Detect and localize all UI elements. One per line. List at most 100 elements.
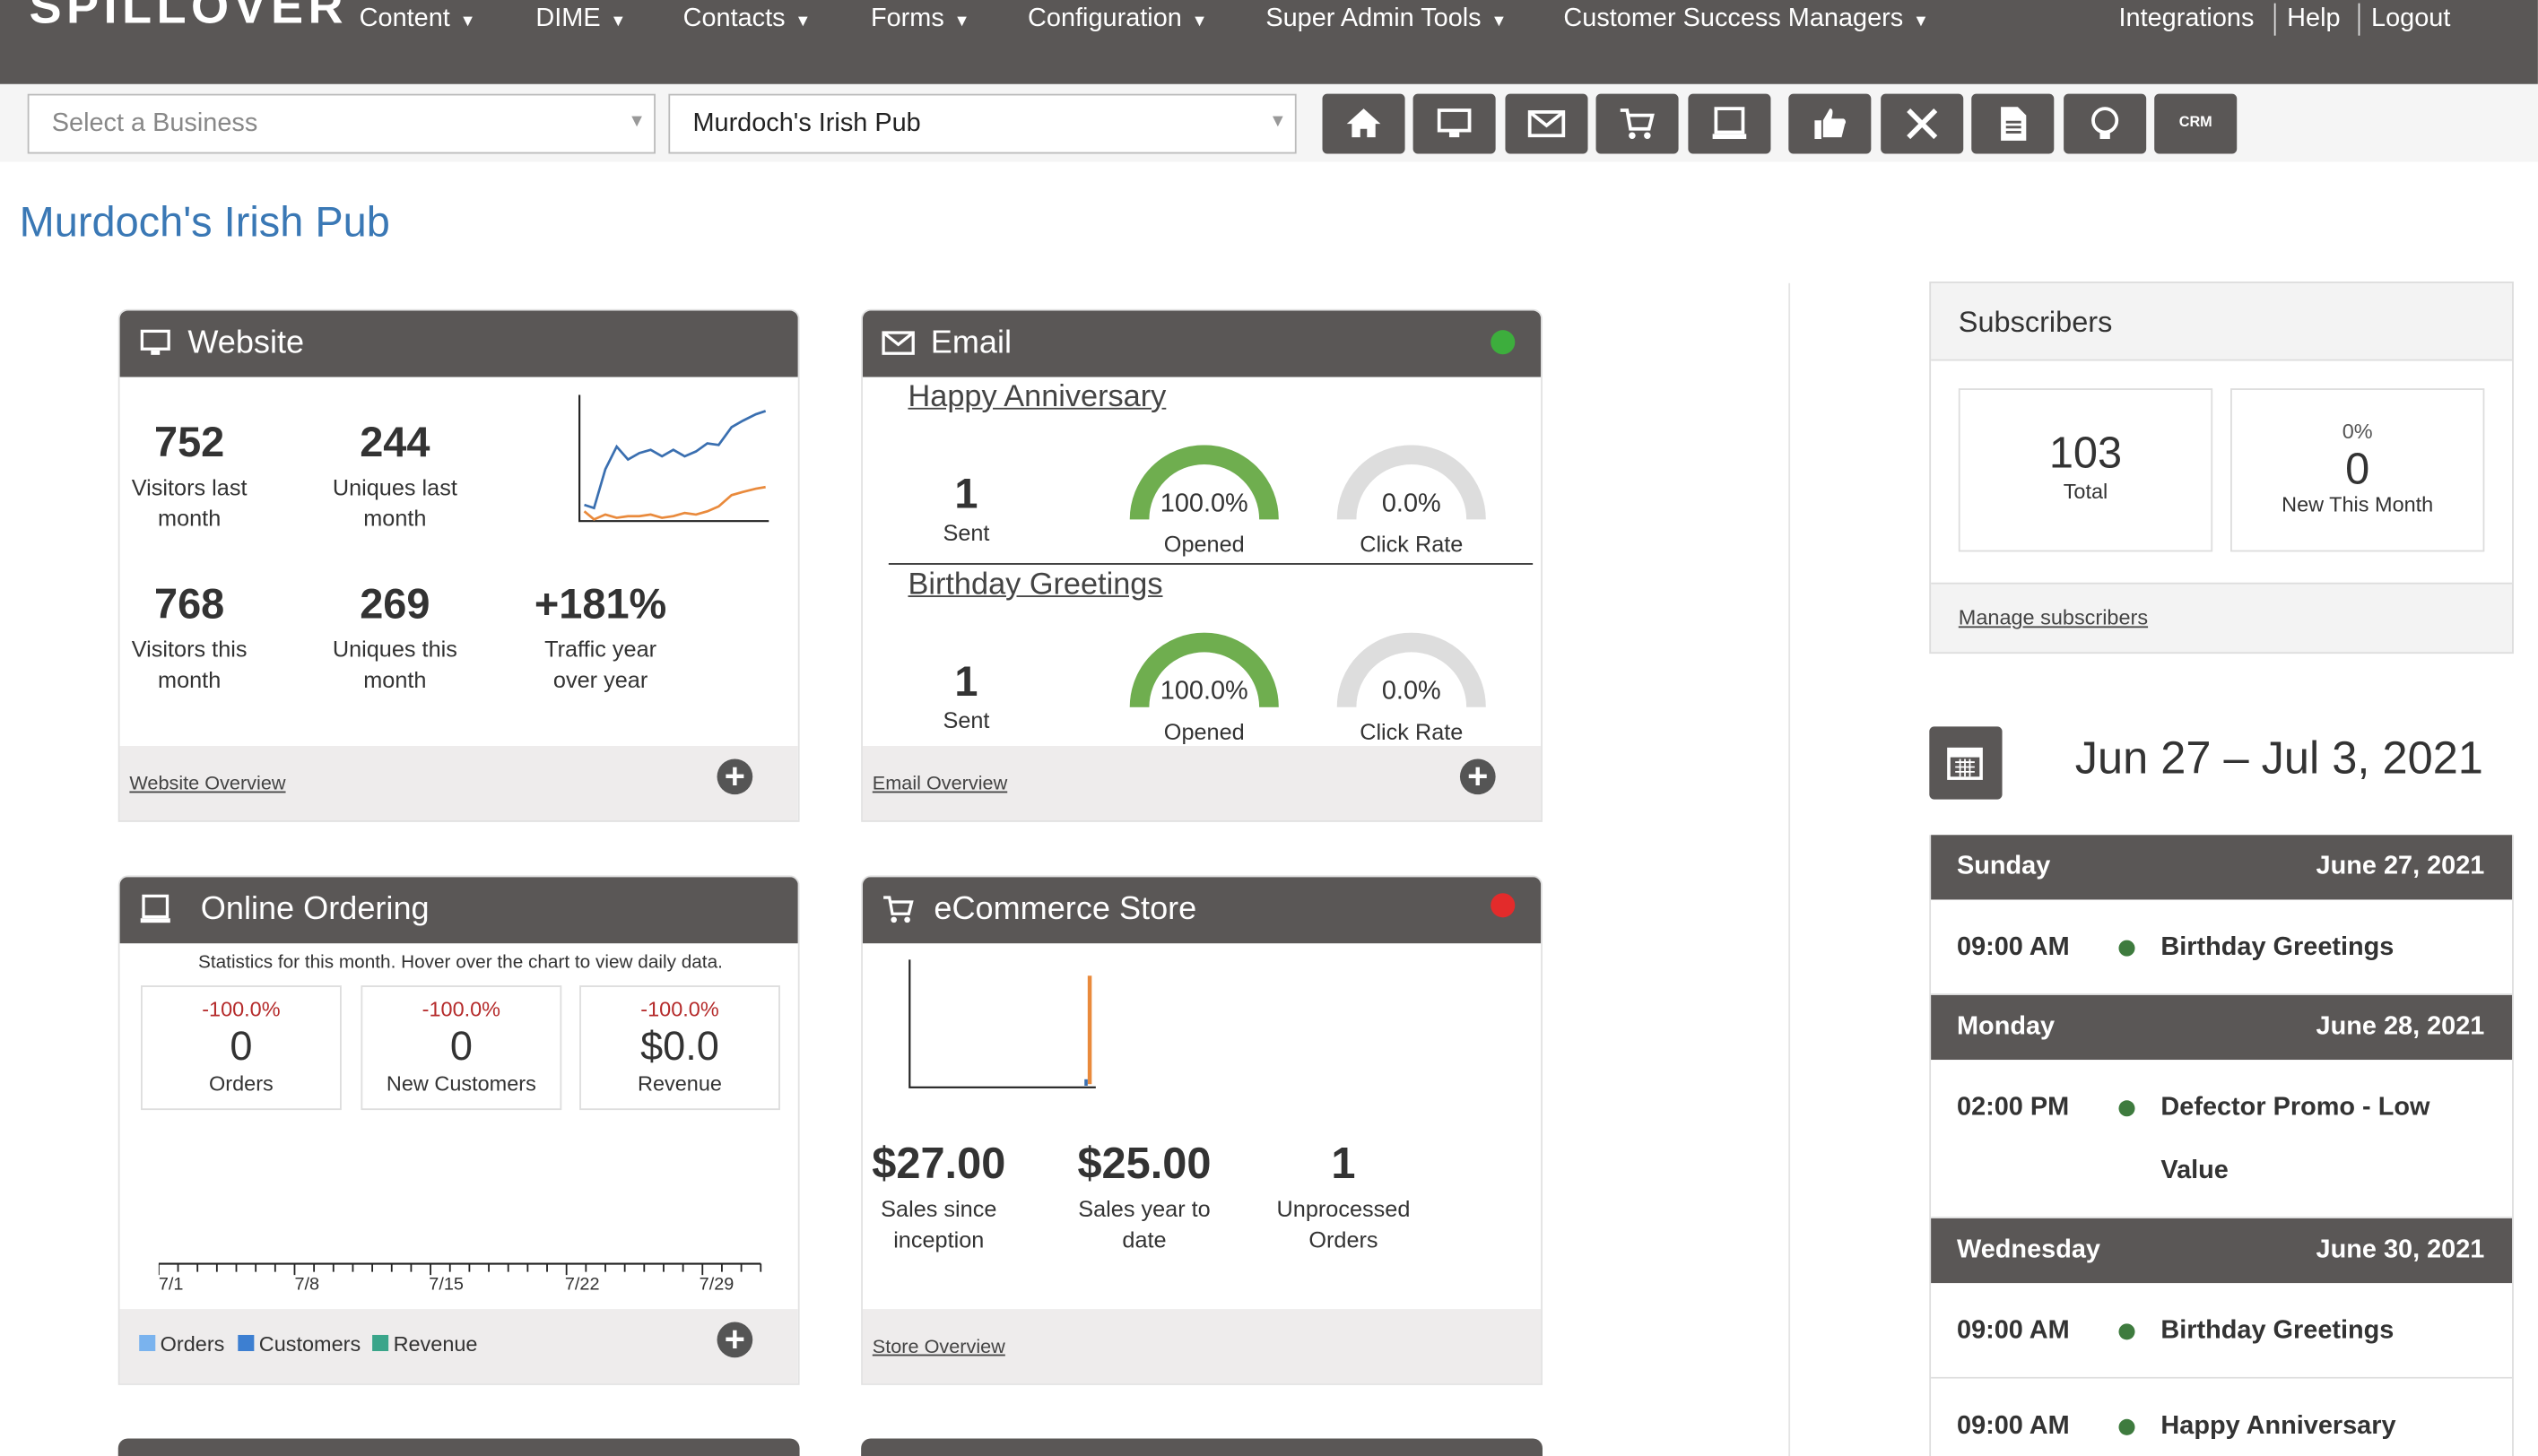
icon	[883, 896, 914, 923]
event-name: Defector Promo - Low Value	[2160, 1094, 2430, 1185]
icon	[1712, 107, 1747, 139]
stat-value: 768	[153, 579, 225, 628]
value: $0.0	[640, 1024, 719, 1070]
event-name: Birthday Greetings	[2160, 1317, 2395, 1345]
menu-item[interactable]: Forms ▼	[871, 4, 970, 33]
menu-item[interactable]: Super Admin Tools ▼	[1265, 4, 1507, 33]
menu-label: Configuration	[1028, 4, 1182, 33]
label: Revenue	[638, 1070, 722, 1096]
icon	[1620, 108, 1655, 139]
event-row[interactable]: 02:00 PM Defector Promo - Low Value	[1931, 1060, 2513, 1219]
menu-item[interactable]: Contacts ▼	[683, 4, 812, 33]
legend-item: Customers	[238, 1331, 361, 1356]
website-panel: Website 752 Visitors last month 244 Uniques …	[117, 308, 800, 822]
day-header: Sunday June 27, 2021	[1931, 835, 2513, 900]
stat-box: 0% 0 New This Month	[2230, 388, 2485, 552]
stat-value: $25.00	[1077, 1139, 1212, 1188]
menu-label: DIME	[535, 4, 601, 33]
legend-item: Revenue	[372, 1331, 478, 1356]
value: 0	[230, 1024, 253, 1070]
stat-box: -100.0% 0 New Customers	[361, 985, 562, 1111]
icon	[2091, 107, 2119, 139]
campaign-name[interactable]: Happy Anniversary	[908, 380, 1167, 415]
day-name: Sunday	[1957, 853, 2051, 880]
page-title: Murdoch's Irish Pub	[19, 197, 390, 247]
total: 103	[2048, 429, 2123, 478]
select[interactable]: Select a Business ▼	[27, 93, 656, 154]
icon	[882, 331, 915, 355]
stat-label: Unprocessed Orders	[1276, 1195, 1411, 1252]
note: Statistics for this month. Hover over th…	[198, 953, 723, 973]
event-row[interactable]: 09:00 AM Birthday Greetings	[1931, 1283, 2513, 1379]
icon	[1527, 110, 1566, 138]
legend-label: Orders	[160, 1331, 225, 1356]
legend-item: Orders	[139, 1331, 224, 1356]
panel-header: Online Ordering	[119, 877, 798, 944]
toolbar-button[interactable]	[1412, 93, 1496, 154]
axis-label: 7/29	[699, 1275, 734, 1295]
toolbar-button[interactable]	[1971, 93, 2055, 154]
legend-label: Customers	[258, 1331, 361, 1356]
select-arrow: ▼	[1268, 111, 1287, 132]
icon	[1814, 108, 1847, 139]
stat-box: 103 Total	[1958, 388, 2213, 552]
overview-link[interactable]: Email Overview	[872, 771, 1008, 795]
icon	[2001, 107, 2027, 141]
menu-item[interactable]: DIME ▼	[535, 4, 626, 33]
day-header: Monday June 28, 2021	[1931, 994, 2513, 1061]
stat-label: Visitors last month	[131, 473, 248, 531]
caret: ▼	[1913, 13, 1929, 31]
event-row[interactable]: 09:00 AM Birthday Greetings	[1931, 899, 2513, 995]
email-panel: Email Happy Anniversary 1 Sent 100.0% Opened 0…	[861, 308, 1543, 822]
sent-label: Sent	[943, 706, 990, 733]
select[interactable]: Murdoch's Irish Pub ▼	[668, 93, 1297, 154]
caret: ▼	[795, 13, 812, 31]
toolbar-button[interactable]	[1595, 93, 1679, 154]
overview-link[interactable]: Website Overview	[129, 771, 286, 795]
campaign-name[interactable]: Birthday Greetings	[908, 568, 1163, 602]
stat-label: Uniques this month	[332, 636, 457, 693]
click-label: Click Rate	[1360, 718, 1464, 745]
menu-item[interactable]: Content ▼	[360, 4, 476, 33]
add-button[interactable]: +	[717, 1322, 753, 1358]
menu-label: Customer Success Managers	[1563, 4, 1904, 33]
stat-value: 1	[1331, 1139, 1356, 1188]
nav-link[interactable]: Logout	[2371, 4, 2451, 33]
caret: ▼	[953, 13, 970, 31]
overview-link[interactable]: Store Overview	[872, 1334, 1005, 1358]
toolbar-button[interactable]	[2064, 93, 2147, 154]
click-value: 0.0%	[1381, 678, 1441, 706]
opened-value: 100.0%	[1160, 678, 1248, 706]
menu-label: Contacts	[682, 4, 786, 33]
nav-link[interactable]: Integrations	[2118, 4, 2255, 33]
event-time: 09:00 AM	[1957, 933, 2070, 962]
toolbar-button[interactable]	[1688, 93, 1771, 154]
menu-item[interactable]: Customer Success Managers ▼	[1563, 4, 1928, 33]
ecommerce-panel: eCommerce Store $27.00 Sales since incepti…	[861, 875, 1543, 1385]
toolbar-button[interactable]: CRM	[2154, 93, 2238, 154]
axis	[158, 1262, 762, 1276]
panel-header	[117, 1438, 800, 1456]
icon	[1907, 108, 1938, 140]
event-row[interactable]: 09:00 AM Happy Anniversary	[1931, 1378, 2513, 1456]
menu-label: Super Admin Tools	[1265, 4, 1482, 33]
nav-link[interactable]: Help	[2287, 4, 2341, 33]
axis-label: 7/1	[158, 1275, 184, 1295]
toolbar-button[interactable]	[1788, 93, 1872, 154]
add-button[interactable]: +	[1459, 758, 1496, 795]
event-dot	[2118, 1323, 2135, 1340]
menu-item[interactable]: Configuration ▼	[1028, 4, 1207, 33]
panel-footer: Email Overview +	[862, 746, 1542, 821]
stat-value: 244	[360, 417, 430, 466]
toolbar-button[interactable]	[1505, 93, 1588, 154]
panel-title: Online Ordering	[200, 891, 430, 928]
add-button[interactable]: +	[717, 758, 753, 795]
day-date: June 30, 2021	[2316, 1235, 2485, 1264]
label: New Customers	[386, 1070, 536, 1096]
online-ordering-panel: Online Ordering Statistics for this month…	[117, 875, 800, 1385]
gauge	[1336, 445, 1486, 520]
manage-link[interactable]: Manage subscribers	[1958, 604, 2149, 630]
toolbar-button[interactable]	[1322, 93, 1405, 154]
panel-header: eCommerce Store	[862, 877, 1542, 944]
toolbar-button[interactable]	[1881, 93, 1964, 154]
